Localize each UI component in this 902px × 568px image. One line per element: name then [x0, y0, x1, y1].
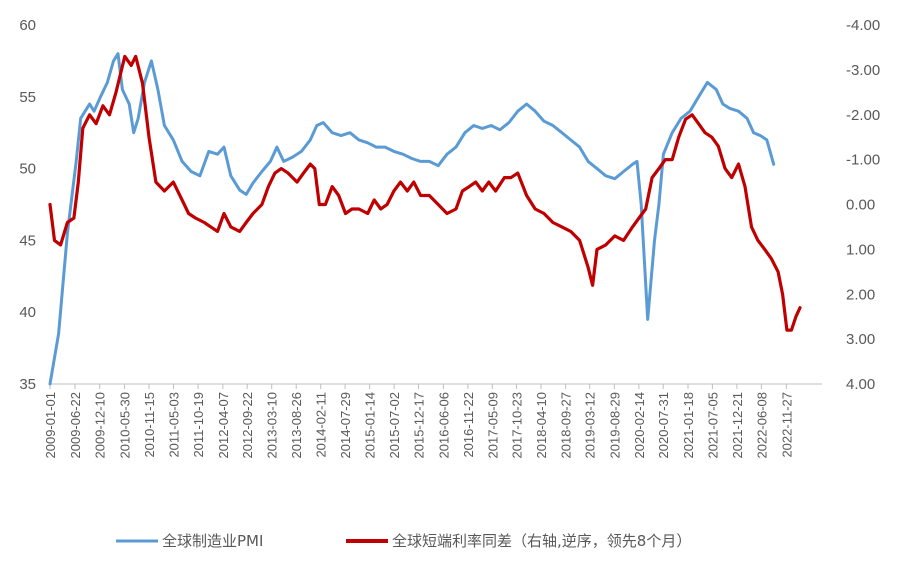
- x-tick-label: 2012-04-07: [216, 392, 231, 459]
- left-y-tick-label: 45: [19, 232, 36, 249]
- right-y-tick-label: -1.00: [846, 152, 880, 169]
- right-y-tick-label: -4.00: [846, 17, 880, 34]
- legend: 全球制造业PMI 全球短端利率同差（右轴,逆序，领先8个月）: [116, 532, 691, 550]
- x-tick-label: 2013-08-26: [289, 392, 304, 459]
- right-y-tick-label: 3.00: [846, 331, 875, 348]
- x-tick-label: 2018-04-10: [534, 392, 549, 459]
- x-tick-label: 2012-09-22: [240, 392, 255, 459]
- x-tick-label: 2014-02-11: [314, 392, 329, 458]
- x-axis: 2009-01-01 2009-06-22 2009-12-10 2010-05-30…: [43, 383, 822, 459]
- left-y-tick-label: 40: [19, 304, 36, 321]
- x-tick-label: 2015-07-02: [387, 392, 402, 459]
- pmi-series-line: [48, 52, 776, 386]
- right-y-tick-label: 1.00: [846, 241, 875, 258]
- x-tick-label: 2010-11-15: [142, 392, 157, 458]
- x-tick-label: 2019-03-12: [583, 392, 598, 459]
- x-tick-label: 2011-10-19: [191, 392, 206, 458]
- right-y-axis: -4.00 -3.00 -2.00 -1.00 0.00 1.00 2.00 3.00 4.00: [846, 17, 880, 393]
- x-tick-label: 2015-01-14: [363, 392, 378, 459]
- x-tick-label: 2021-01-18: [681, 392, 696, 459]
- left-y-tick-label: 35: [19, 376, 36, 393]
- right-y-tick-label: 2.00: [846, 286, 875, 303]
- x-tick-label: 2020-07-31: [656, 392, 671, 459]
- x-tick-label: 2011-05-03: [167, 392, 182, 458]
- legend-label-rate-spread: 全球短端利率同差（右轴,逆序，领先8个月）: [392, 532, 691, 550]
- left-y-tick-label: 50: [19, 161, 36, 178]
- x-tick-label: 2020-02-14: [632, 392, 647, 459]
- x-tick-label: 2019-08-29: [607, 392, 622, 459]
- right-y-tick-label: -3.00: [846, 62, 880, 79]
- x-tick-label: 2014-07-29: [338, 392, 353, 459]
- right-y-tick-label: 4.00: [846, 376, 875, 393]
- x-tick-label: 2022-06-08: [754, 392, 769, 459]
- x-tick-label: 2009-12-10: [93, 392, 108, 459]
- x-tick-label: 2009-06-22: [68, 392, 83, 459]
- left-y-tick-label: 55: [19, 89, 36, 106]
- left-y-axis: 60 55 50 45 40 35: [19, 17, 36, 393]
- x-tick-label: 2009-01-01: [43, 392, 58, 459]
- x-tick-label: 2017-05-09: [485, 392, 500, 459]
- x-tick-label: 2018-09-27: [559, 392, 574, 459]
- rate-spread-series-line: [48, 54, 802, 332]
- series-layer: [48, 52, 802, 386]
- x-tick-label: 2021-07-05: [705, 392, 720, 459]
- x-tick-label: 2013-03-10: [265, 392, 280, 459]
- right-y-tick-label: -2.00: [846, 107, 880, 124]
- x-tick-label: 2021-12-21: [730, 392, 745, 459]
- x-tick-label: 2016-06-06: [436, 392, 451, 459]
- x-tick-label: 2015-12-17: [411, 392, 426, 459]
- x-tick-label: 2016-11-22: [461, 392, 476, 458]
- left-y-tick-label: 60: [19, 17, 36, 34]
- right-y-tick-label: 0.00: [846, 197, 875, 214]
- legend-label-pmi: 全球制造业PMI: [162, 532, 263, 550]
- x-tick-label: 2010-05-30: [118, 392, 133, 459]
- x-tick-label: 2017-10-23: [509, 392, 524, 459]
- x-tick-label: 2022-11-27: [779, 392, 794, 458]
